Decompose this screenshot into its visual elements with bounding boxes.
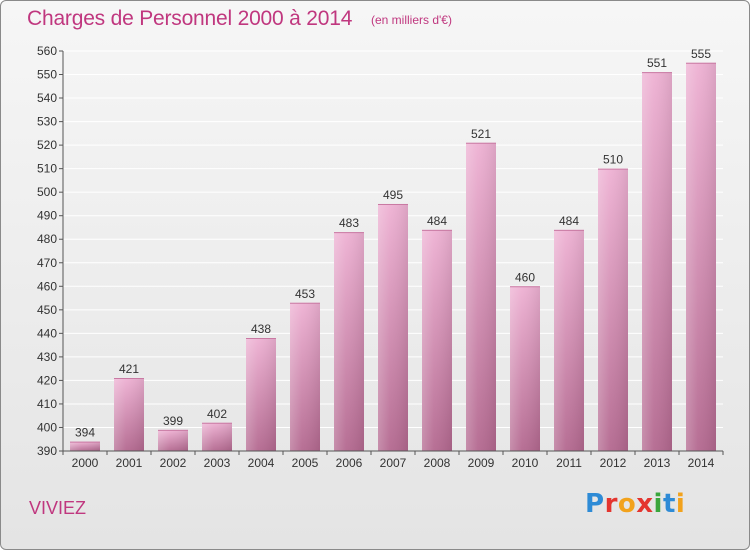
- logo-letter: P: [585, 489, 605, 519]
- data-label: 399: [163, 414, 183, 428]
- commune-name: VIVIEZ: [29, 498, 87, 518]
- data-label: 495: [383, 188, 403, 202]
- chart-subtitle: (en milliers d'€): [371, 13, 452, 27]
- data-label: 402: [207, 407, 227, 421]
- y-tick-label: 430: [37, 350, 57, 364]
- x-tick-label: 2009: [468, 456, 495, 470]
- y-tick-label: 560: [37, 44, 57, 58]
- y-tick-label: 520: [37, 138, 57, 152]
- y-tick-label: 420: [37, 373, 57, 387]
- y-tick-label: 390: [37, 444, 57, 458]
- x-tick-label: 2010: [512, 456, 539, 470]
- data-label: 521: [471, 127, 491, 141]
- bar-shine: [70, 441, 100, 451]
- y-tick-label: 490: [37, 209, 57, 223]
- data-label: 421: [119, 362, 139, 376]
- bar-shine: [378, 203, 408, 451]
- bar-shine: [158, 429, 188, 451]
- bar-shine: [246, 338, 276, 451]
- y-tick-label: 500: [37, 185, 57, 199]
- proxiti-logo[interactable]: Proxiti: [585, 489, 685, 519]
- x-tick-label: 2007: [380, 456, 407, 470]
- y-tick-label: 510: [37, 162, 57, 176]
- bar-shine: [202, 422, 232, 451]
- data-label: 510: [603, 153, 623, 167]
- bars: [70, 62, 716, 452]
- bar-shine: [114, 378, 144, 451]
- y-tick-label: 540: [37, 91, 57, 105]
- data-label: 551: [647, 56, 667, 70]
- logo-letter: r: [604, 489, 618, 519]
- y-tick-label: 480: [37, 232, 57, 246]
- data-label: 394: [75, 426, 95, 440]
- data-label: 438: [251, 322, 271, 336]
- x-tick-label: 2014: [688, 456, 715, 470]
- axes: [62, 51, 723, 452]
- data-label: 460: [515, 270, 535, 284]
- x-tick-label: 2003: [204, 456, 231, 470]
- data-label: 555: [691, 47, 711, 61]
- bar-shine: [598, 168, 628, 451]
- x-tick-label: 2000: [72, 456, 99, 470]
- y-tick-label: 530: [37, 115, 57, 129]
- bar-shine: [686, 62, 716, 451]
- logo-letter: o: [617, 489, 637, 519]
- data-label: 483: [339, 216, 359, 230]
- bar-shine: [422, 229, 452, 451]
- y-tick-label: 470: [37, 256, 57, 270]
- bar-shine: [290, 302, 320, 451]
- x-tick-label: 2012: [600, 456, 627, 470]
- data-label: 484: [559, 214, 579, 228]
- bar-shine: [510, 286, 540, 451]
- x-tick-label: 2013: [644, 456, 671, 470]
- bar-shine: [554, 229, 584, 451]
- x-tick-label: 2006: [336, 456, 363, 470]
- x-tick-label: 2004: [248, 456, 275, 470]
- bar-shine: [642, 72, 672, 452]
- x-tick-label: 2002: [160, 456, 187, 470]
- y-tick-label: 410: [37, 397, 57, 411]
- chart-title: Charges de Personnel 2000 à 2014: [27, 7, 353, 30]
- x-tick-label: 2001: [116, 456, 143, 470]
- logo-letter: i: [675, 489, 686, 519]
- data-label: 484: [427, 214, 447, 228]
- y-tick-label: 450: [37, 303, 57, 317]
- y-tick-label: 400: [37, 420, 57, 434]
- data-label: 453: [295, 287, 315, 301]
- bar-shine: [466, 142, 496, 451]
- bar-shine: [334, 232, 364, 451]
- y-tick-label: 460: [37, 279, 57, 293]
- logo-letter: t: [662, 489, 676, 519]
- x-tick-label: 2005: [292, 456, 319, 470]
- x-axis-ticks: 2000 2001 2002 2003 2004 2005 2006 2007 2008 2009…: [62, 451, 724, 470]
- y-axis-ticks: 390 400 410 420 430 440 450 460 470 480 490 500 510 5…: [37, 44, 63, 458]
- logo-letter: i: [653, 489, 663, 519]
- logo-letter: x: [636, 489, 654, 519]
- x-tick-label: 2011: [556, 456, 582, 470]
- x-tick-label: 2008: [424, 456, 451, 470]
- y-tick-label: 440: [37, 326, 57, 340]
- data-labels: 394 421 399 402 438 453 483 495 484 521 460 484 510 5…: [75, 47, 711, 440]
- y-tick-label: 550: [37, 68, 57, 82]
